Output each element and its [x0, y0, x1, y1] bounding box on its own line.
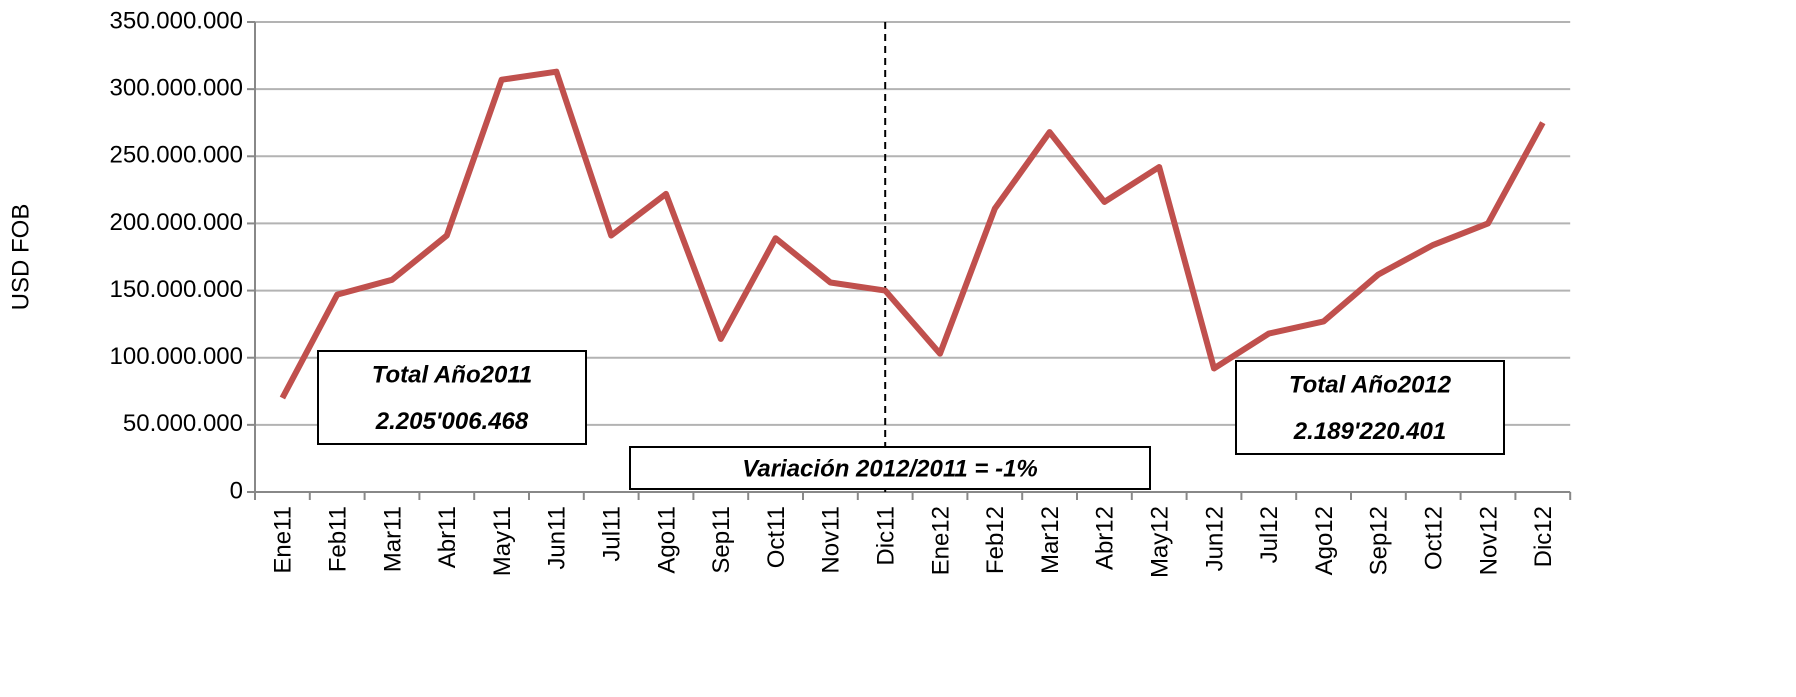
x-tick-label: Feb11	[325, 506, 352, 572]
y-axis-label: USD FOB	[7, 204, 34, 311]
y-tick-label: 0	[230, 477, 243, 504]
x-tick-label: Oct12	[1421, 506, 1448, 570]
y-tick-label: 100.000.000	[110, 343, 243, 370]
x-tick-label: Mar12	[1037, 506, 1064, 574]
x-tick-label: Feb12	[982, 506, 1009, 574]
x-tick-label: Abr11	[434, 506, 461, 568]
annotation-box	[629, 446, 1151, 490]
x-tick-label: Dic12	[1530, 506, 1557, 567]
x-tick-label: Nov11	[818, 506, 845, 574]
annotation-text: 2.189'220.401	[1293, 418, 1447, 445]
y-tick-label: 200.000.000	[110, 209, 243, 236]
x-tick-label: Ago12	[1311, 506, 1338, 575]
x-tick-label: Mar11	[379, 506, 406, 572]
y-tick-label: 150.000.000	[110, 276, 243, 303]
x-tick-label: Jun12	[1201, 506, 1228, 571]
y-tick-label: 300.000.000	[110, 74, 243, 101]
y-tick-label: 50.000.000	[123, 410, 243, 437]
x-tick-label: Dic11	[873, 506, 900, 566]
x-tick-label: Abr12	[1092, 506, 1119, 570]
x-tick-label: Jul12	[1256, 506, 1283, 563]
x-tick-label: Sep11	[708, 506, 735, 574]
x-tick-label: Nov12	[1475, 506, 1502, 575]
x-tick-label: Jul11	[599, 506, 626, 562]
line	[279, 68, 1546, 400]
x-tick-label: Ago11	[653, 506, 680, 574]
annotation-text: Variación 2012/2011 = -1%	[742, 455, 1038, 482]
x-tick-label: Sep12	[1366, 506, 1393, 575]
x-tick-label: Jun11	[544, 506, 571, 570]
x-tick-label: Ene12	[927, 506, 954, 575]
annotation-box	[317, 350, 587, 445]
x-tick-label: Ene11	[270, 506, 297, 574]
y-tick-label: 350.000.000	[110, 7, 243, 34]
annotation-text: Total Año2012	[1289, 372, 1452, 399]
annotation-text: Total Año2011	[372, 362, 532, 389]
x-tick-label: May11	[489, 506, 516, 576]
annotation-text: 2.205'006.468	[375, 408, 529, 435]
annotation-box	[1235, 360, 1505, 455]
x-tick-label: May12	[1147, 506, 1174, 578]
y-tick-label: 250.000.000	[110, 142, 243, 169]
x-tick-label: Oct11	[763, 506, 790, 568]
